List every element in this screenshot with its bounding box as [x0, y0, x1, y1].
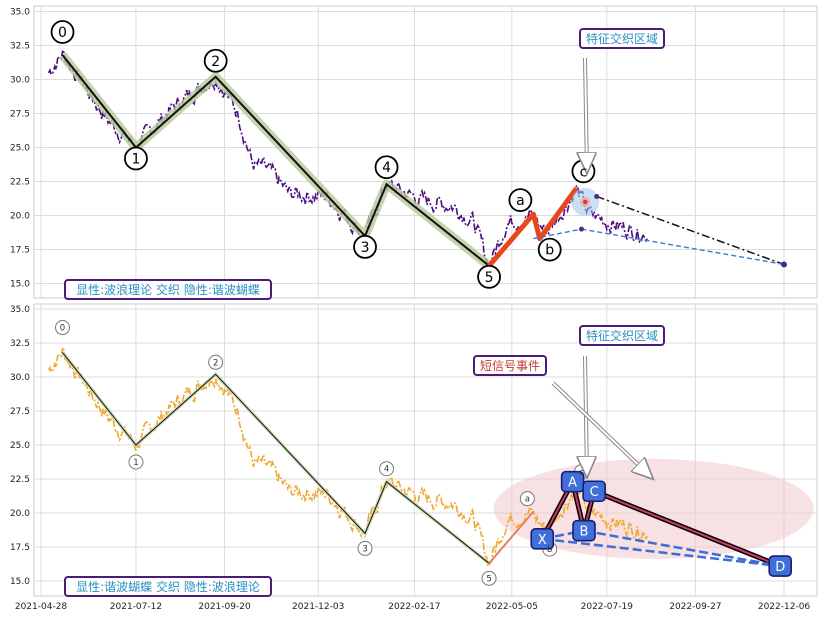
bot-wave-label: 0	[60, 324, 65, 334]
bot-pattern-legend: 显性:谐波蝴蝶 交织 隐性:波浪理论	[76, 579, 260, 594]
top-wave-label-marker	[477, 264, 501, 289]
bot-feature-zone-label: 特征交织区域	[586, 328, 658, 343]
bot-harmonic-point-box	[530, 528, 555, 550]
x-tick-label: 2021-09-20	[198, 602, 251, 612]
top-feature-zone-label: 特征交织区域	[586, 31, 658, 46]
bot-wave-label: b	[547, 545, 552, 555]
top-projection-line	[596, 195, 785, 266]
top-wave-label: 2	[211, 54, 220, 70]
bot-price-series	[47, 347, 648, 568]
top-y-tick-label: 25.0	[10, 144, 30, 154]
bot-wave-label-marker	[55, 320, 71, 336]
bot-y-tick-label: 22.5	[10, 475, 30, 485]
top-harmonic-leg	[533, 228, 582, 240]
bot-y-tick-label: 20.0	[10, 509, 30, 519]
top-y-tick-label: 30.0	[10, 76, 30, 86]
top-y-tick-label: 27.5	[10, 110, 30, 120]
top-impulse-wave-line	[61, 54, 490, 267]
bot-harmonic-ratio-line	[542, 537, 781, 568]
top-wave-label-marker	[374, 155, 399, 180]
top-wave-label: a	[516, 193, 525, 209]
top-wave-label: c	[580, 164, 588, 180]
top-wave-label-marker	[508, 188, 533, 213]
top-feature-zone-arrow	[585, 57, 587, 172]
top-wave-label-marker	[203, 48, 228, 73]
top-pattern-legend-box	[64, 279, 272, 300]
bot-harmonic-point-label: A	[568, 476, 577, 491]
bot-y-tick-label: 15.0	[10, 577, 30, 587]
top-wave-label: 3	[361, 240, 370, 256]
top-wave-label-marker	[537, 237, 562, 262]
top-wave-label: 0	[58, 25, 67, 41]
bot-wave-label-marker	[379, 461, 395, 477]
top-wave-label-marker	[353, 234, 377, 259]
bot-harmonic-point-box	[572, 519, 596, 542]
bot-corrective-wave-line	[488, 510, 535, 564]
top-wave-label-marker	[124, 146, 148, 171]
x-tick-label: 2022-09-27	[669, 602, 721, 612]
top-feature-zone-dot	[583, 199, 588, 205]
bot-wave-label: c	[579, 468, 584, 478]
top-wave-label: b	[545, 243, 554, 259]
bot-harmonic-point-label: C	[590, 485, 599, 500]
x-tick-label: 2022-05-05	[486, 602, 538, 612]
bot-y-tick-label: 32.5	[10, 339, 30, 349]
bot-y-tick-label: 17.5	[10, 543, 30, 553]
top-y-tick-label: 20.0	[10, 212, 30, 222]
top-y-tick-label: 35.0	[10, 8, 30, 18]
bot-y-tick-label: 25.0	[10, 441, 30, 451]
top-y-tick-label: 22.5	[10, 178, 30, 188]
x-tick-label: 2021-04-28	[15, 602, 68, 612]
bot-wave-label: 1	[133, 458, 138, 468]
bot-impulse-wave-line	[62, 352, 490, 564]
bot-harmonic-point-label: X	[538, 533, 547, 548]
x-tick-label: 2021-07-12	[110, 602, 162, 612]
bot-harmonic-point-label: D	[775, 560, 785, 575]
bot-harmonic-ratio-line	[583, 529, 781, 568]
bot-wave-label-marker	[519, 491, 535, 507]
top-y-tick-label: 17.5	[10, 246, 30, 256]
bot-harmonic-point-label: B	[580, 525, 589, 540]
top-wave-label: 5	[485, 270, 494, 286]
bot-short-signal-label-box	[473, 355, 547, 376]
top-plot-frame	[33, 5, 818, 299]
x-tick-label: 2022-02-17	[388, 602, 440, 612]
bot-y-tick-label: 30.0	[10, 373, 30, 383]
top-y-tick-label: 32.5	[10, 42, 30, 52]
bot-feature-zone-label-box	[579, 325, 665, 346]
top-wave-label-marker	[50, 20, 75, 44]
bot-wave-label-marker	[208, 354, 224, 370]
top-wave-label: 4	[382, 160, 391, 176]
x-tick-label: 2022-07-19	[581, 602, 634, 612]
top-projection-anchor	[594, 193, 600, 199]
bot-wave-label-marker	[481, 570, 497, 586]
top-feature-zone-label-box	[579, 28, 665, 49]
top-projection-startpoint	[578, 226, 584, 232]
bot-harmonic-point-box	[582, 480, 606, 503]
bot-harmonic-point-box	[768, 555, 793, 577]
top-corrective-wave-line	[487, 186, 579, 268]
bot-wave-label-marker	[128, 454, 144, 470]
x-tick-label: 2021-12-03	[292, 602, 344, 612]
top-y-tick-label: 15.0	[10, 280, 30, 290]
top-projection-endpoint	[781, 261, 787, 268]
bot-y-tick-label: 35.0	[10, 305, 30, 315]
top-harmonic-projection-line	[581, 228, 785, 266]
x-tick-label: 2022-12-06	[758, 602, 811, 612]
top-pattern-legend: 显性:波浪理论 交织 隐性:谐波蝴蝶	[76, 282, 260, 297]
bot-y-tick-label: 27.5	[10, 407, 30, 417]
bot-wave-label: 3	[362, 544, 367, 554]
top-wave-label: 1	[131, 152, 140, 168]
bot-harmonic-leg	[593, 490, 781, 567]
bot-pattern-legend-box	[64, 576, 272, 597]
bot-short-signal-arrow	[552, 382, 652, 478]
bot-wave-label: 5	[486, 574, 491, 584]
bot-wave-label-marker	[357, 540, 373, 556]
bot-wave-label: 2	[213, 358, 218, 368]
bot-wave-label: 4	[384, 465, 389, 475]
bot-wave-label: a	[525, 495, 530, 505]
bot-short-signal-label: 短信号事件	[480, 359, 540, 373]
